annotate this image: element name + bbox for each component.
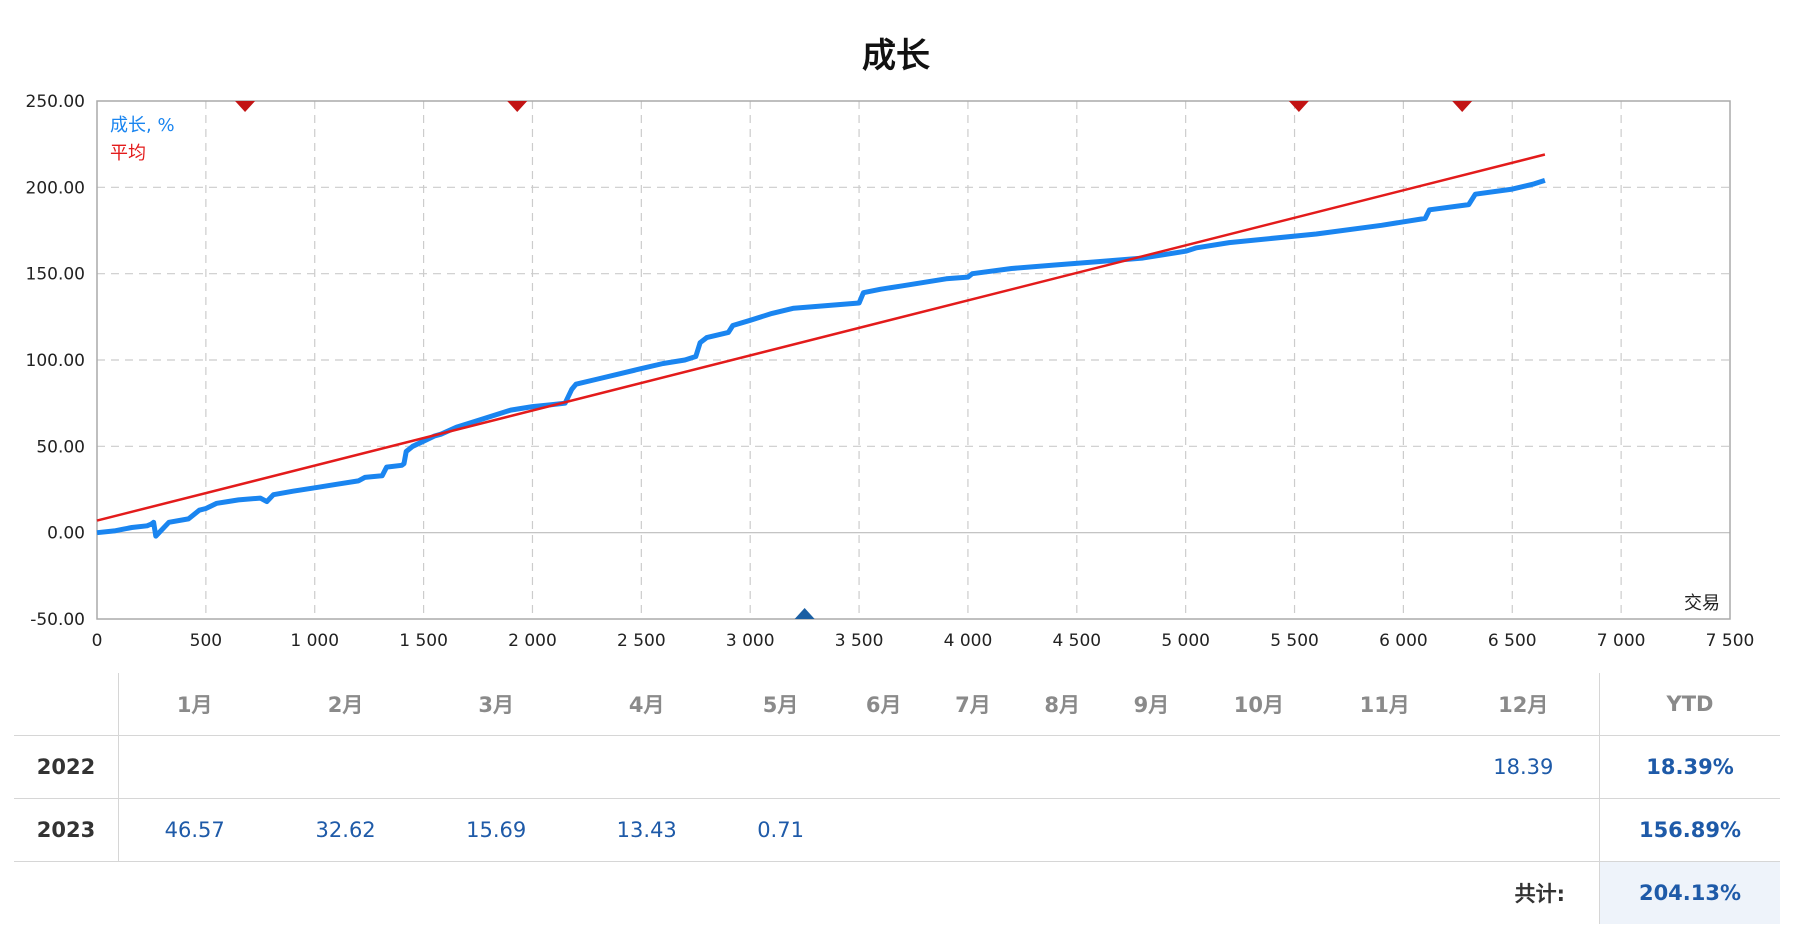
legend-growth: 成长, % [110, 115, 175, 136]
month-cell [1196, 798, 1322, 862]
marker-triangle-down [235, 101, 256, 112]
x-tick-label: 0 [92, 631, 103, 651]
y-tick-label: 100.00 [26, 351, 85, 371]
x-tick-label: 4 500 [1052, 631, 1101, 651]
table-row: 2022 18.39 18.39% [14, 735, 1780, 799]
month-cell: 46.57 [118, 798, 271, 862]
month-cell: 13.43 [571, 798, 723, 862]
month-cell [839, 735, 929, 799]
month-cell [1321, 735, 1448, 799]
month-header: 11月 [1321, 673, 1448, 736]
month-cell [118, 735, 271, 799]
marker-triangle-down [507, 101, 528, 112]
month-header: 10月 [1196, 673, 1322, 736]
growth-chart: 成长 250.00 200.00 150.00 100.00 50.00 0.00 -50.… [26, 36, 1755, 651]
total-label: 共计: [1514, 882, 1565, 906]
series-line-growth [96, 178, 1546, 539]
month-cell [839, 798, 929, 862]
ytd-cell: 18.39% [1599, 735, 1780, 799]
x-tick-label: 1 000 [290, 631, 339, 651]
table-row: 2023 46.57 32.62 15.69 13.43 0.71 156.89… [14, 798, 1780, 862]
month-header: 2月 [270, 673, 421, 736]
x-tick-label: 3 500 [835, 631, 884, 651]
month-cell: 18.39 [1447, 735, 1600, 799]
ytd-cell: 156.89% [1599, 798, 1780, 862]
ytd-header: YTD [1599, 673, 1780, 736]
x-tick-label: 3 000 [726, 631, 775, 651]
month-header: 12月 [1447, 673, 1600, 736]
x-tick-label: 7 000 [1597, 631, 1646, 651]
month-cell [1196, 735, 1322, 799]
y-tick-label: 0.00 [47, 524, 85, 544]
month-cell: 0.71 [722, 798, 840, 862]
month-header: 8月 [1017, 673, 1107, 736]
markers [235, 101, 1473, 619]
series-line-average [96, 153, 1546, 522]
x-tick-label: 7 500 [1706, 631, 1755, 651]
year-cell: 2022 [14, 735, 119, 799]
month-cell [1106, 798, 1196, 862]
y-tick-label: 250.00 [26, 92, 85, 112]
month-header: 5月 [722, 673, 840, 736]
x-tick-label: 5 000 [1161, 631, 1210, 651]
x-tick-label: 500 [190, 631, 222, 651]
x-tick-label: 5 500 [1270, 631, 1319, 651]
month-cell [1017, 798, 1107, 862]
total-value: 204.13% [1599, 861, 1780, 924]
month-header: 9月 [1106, 673, 1196, 736]
year-header [14, 673, 119, 736]
x-tick-label: 6 500 [1488, 631, 1537, 651]
y-tick-label: 200.00 [26, 178, 85, 198]
y-tick-label: 150.00 [26, 265, 85, 285]
year-cell: 2023 [14, 798, 119, 862]
x-tick-label: 4 000 [944, 631, 993, 651]
x-tick-label: 6 000 [1379, 631, 1428, 651]
y-tick-label: 50.00 [36, 437, 85, 457]
month-cell: 32.62 [270, 798, 421, 862]
month-cell [420, 735, 572, 799]
x-axis-label: 交易 [1684, 593, 1720, 614]
y-tick-label: -50.00 [30, 610, 85, 630]
month-cell [270, 735, 421, 799]
table-header-row: 1月 2月 3月 4月 5月 6月 7月 8月 9月 10月 11月 12月 Y… [14, 673, 1780, 736]
y-axis: 250.00 200.00 150.00 100.00 50.00 0.00 -50.00 [26, 92, 85, 630]
marker-triangle-up [794, 608, 815, 619]
month-header: 6月 [839, 673, 929, 736]
month-header: 4月 [571, 673, 723, 736]
x-tick-label: 1 500 [399, 631, 448, 651]
total-row: 共计: 204.13% [14, 861, 1780, 924]
month-header: 7月 [928, 673, 1018, 736]
month-cell [1017, 735, 1107, 799]
month-cell [928, 735, 1018, 799]
month-cell [1447, 798, 1600, 862]
month-cell: 15.69 [420, 798, 572, 862]
plot-frame [96, 100, 1731, 620]
x-tick-label: 2 500 [617, 631, 666, 651]
marker-triangle-down [1288, 101, 1309, 112]
x-tick-label: 2 000 [508, 631, 557, 651]
growth-table: 1月 2月 3月 4月 5月 6月 7月 8月 9月 10月 11月 12月 Y… [14, 673, 1780, 924]
chart-title: 成长 [862, 36, 930, 76]
month-cell [571, 735, 723, 799]
x-axis: 0 500 1 000 1 500 2 000 2 500 3 000 3 500 4 000 4… [92, 631, 1755, 651]
grid-lines [97, 101, 1730, 619]
legend-average: 平均 [110, 143, 146, 164]
month-cell [928, 798, 1018, 862]
month-cell [1106, 735, 1196, 799]
month-cell [1321, 798, 1448, 862]
month-header: 3月 [420, 673, 572, 736]
series-layer [96, 153, 1546, 539]
month-cell [722, 735, 840, 799]
month-header: 1月 [118, 673, 271, 736]
marker-triangle-down [1452, 101, 1473, 112]
